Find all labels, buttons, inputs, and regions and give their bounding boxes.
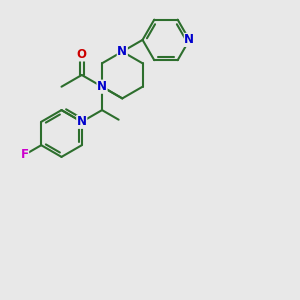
Text: F: F	[21, 148, 28, 161]
Text: N: N	[97, 80, 107, 93]
Text: N: N	[117, 45, 127, 58]
Text: O: O	[77, 48, 87, 61]
Text: N: N	[184, 33, 194, 46]
Text: N: N	[77, 115, 87, 128]
